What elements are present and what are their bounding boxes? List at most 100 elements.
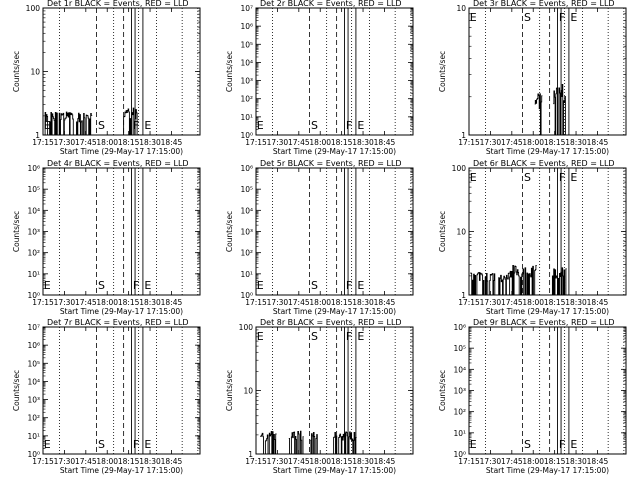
marker-label: S — [311, 279, 318, 292]
count-trace — [260, 431, 277, 455]
count-trace — [553, 83, 567, 136]
x-tick-label: 17:45 — [501, 138, 523, 147]
marker-label: E — [357, 330, 364, 343]
y-tick-label: 10¹ — [240, 270, 253, 279]
y-tick-label: 100 — [452, 164, 467, 173]
x-tick-label: 18:00 — [522, 138, 544, 147]
count-trace — [509, 265, 537, 296]
plot-frame — [42, 167, 201, 296]
y-tick-label: 1 — [248, 450, 253, 459]
marker-label: S — [98, 279, 105, 292]
panel-title: Det 3r BLACK = Events, RED = LLD — [473, 0, 615, 8]
y-tick-label: 10¹ — [27, 432, 40, 441]
x-tick-label: 17:15 — [458, 457, 480, 466]
marker-label: S — [524, 171, 531, 184]
y-tick-label: 10⁴ — [240, 58, 253, 67]
marker-label: E — [144, 279, 151, 292]
y-tick-label: 1 — [461, 131, 466, 140]
count-trace — [331, 431, 357, 455]
x-tick-label: 17:15 — [32, 138, 54, 147]
y-tick-label: 10⁴ — [453, 365, 466, 374]
plot-frame — [255, 167, 414, 296]
plot-frame — [468, 326, 627, 455]
marker-label: S — [311, 119, 318, 132]
marker-label: F — [559, 438, 565, 451]
y-tick-label: 10⁰ — [27, 291, 40, 300]
x-tick-label: 18:00 — [309, 298, 331, 307]
x-tick-label: 17:30 — [267, 298, 289, 307]
marker-label: E — [257, 330, 264, 343]
y-tick-label: 10⁴ — [27, 206, 40, 215]
y-tick-label: 10³ — [240, 77, 253, 86]
y-tick-label: 10 — [456, 228, 466, 237]
x-axis-label: Start Time (29-May-17 17:15:00) — [273, 147, 396, 156]
x-tick-label: 18:15 — [331, 138, 353, 147]
x-tick-label: 18:00 — [522, 457, 544, 466]
y-tick-label: 10² — [453, 408, 466, 417]
y-tick-label: 10³ — [240, 228, 253, 237]
x-tick-label: 18:45 — [374, 298, 396, 307]
marker-label: F — [133, 119, 139, 132]
y-axis-label: Counts/sec — [438, 211, 447, 252]
marker-label: E — [44, 279, 51, 292]
x-tick-label: 17:15 — [458, 298, 480, 307]
y-axis-label: Counts/sec — [438, 51, 447, 92]
marker-label: S — [311, 330, 318, 343]
y-axis-label: Counts/sec — [438, 370, 447, 411]
x-tick-label: 17:30 — [480, 298, 502, 307]
y-tick-label: 1 — [35, 131, 40, 140]
y-tick-label: 10⁰ — [240, 131, 253, 140]
count-trace — [551, 267, 567, 296]
x-tick-label: 18:00 — [96, 298, 118, 307]
x-tick-label: 17:30 — [267, 457, 289, 466]
marker-label: E — [470, 438, 477, 451]
marker-label: E — [44, 438, 51, 451]
y-tick-label: 10⁵ — [27, 359, 40, 368]
x-tick-label: 18:30 — [565, 298, 587, 307]
y-tick-label: 10¹ — [453, 429, 466, 438]
y-tick-label: 10¹ — [27, 270, 40, 279]
count-trace — [534, 93, 543, 136]
count-trace — [44, 111, 93, 136]
y-tick-label: 100 — [239, 323, 254, 332]
y-axis-label: Counts/sec — [225, 211, 234, 252]
marker-label: F — [133, 279, 139, 292]
x-axis-label: Start Time (29-May-17 17:15:00) — [486, 307, 609, 316]
x-tick-label: 17:45 — [501, 457, 523, 466]
x-tick-label: 18:30 — [565, 138, 587, 147]
count-trace — [288, 430, 304, 455]
x-axis-label: Start Time (29-May-17 17:15:00) — [273, 307, 396, 316]
y-tick-label: 10⁶ — [27, 341, 40, 350]
x-tick-label: 18:15 — [544, 457, 566, 466]
y-tick-label: 10⁵ — [240, 40, 253, 49]
marker-label: S — [524, 11, 531, 24]
y-tick-label: 10⁶ — [240, 22, 253, 31]
x-tick-label: 18:45 — [374, 457, 396, 466]
x-tick-label: 18:15 — [118, 457, 140, 466]
marker-label: F — [559, 171, 565, 184]
y-tick-label: 10⁵ — [453, 344, 466, 353]
x-tick-label: 18:15 — [544, 138, 566, 147]
x-axis-label: Start Time (29-May-17 17:15:00) — [60, 466, 183, 475]
x-tick-label: 18:30 — [139, 138, 161, 147]
panel-title: Det 1r BLACK = Events, RED = LLD — [47, 0, 189, 8]
y-tick-label: 10² — [27, 414, 40, 423]
marker-label: E — [570, 11, 577, 24]
y-tick-label: 10 — [456, 4, 466, 13]
x-tick-label: 17:45 — [75, 457, 97, 466]
x-tick-label: 18:45 — [587, 138, 609, 147]
x-tick-label: 17:30 — [480, 138, 502, 147]
x-tick-label: 17:15 — [32, 457, 54, 466]
x-axis-label: Start Time (29-May-17 17:15:00) — [273, 466, 396, 475]
x-tick-label: 18:00 — [309, 457, 331, 466]
x-tick-label: 18:15 — [331, 298, 353, 307]
x-tick-label: 18:00 — [522, 298, 544, 307]
y-tick-label: 10⁴ — [240, 206, 253, 215]
x-tick-label: 18:45 — [161, 138, 183, 147]
marker-label: E — [570, 171, 577, 184]
